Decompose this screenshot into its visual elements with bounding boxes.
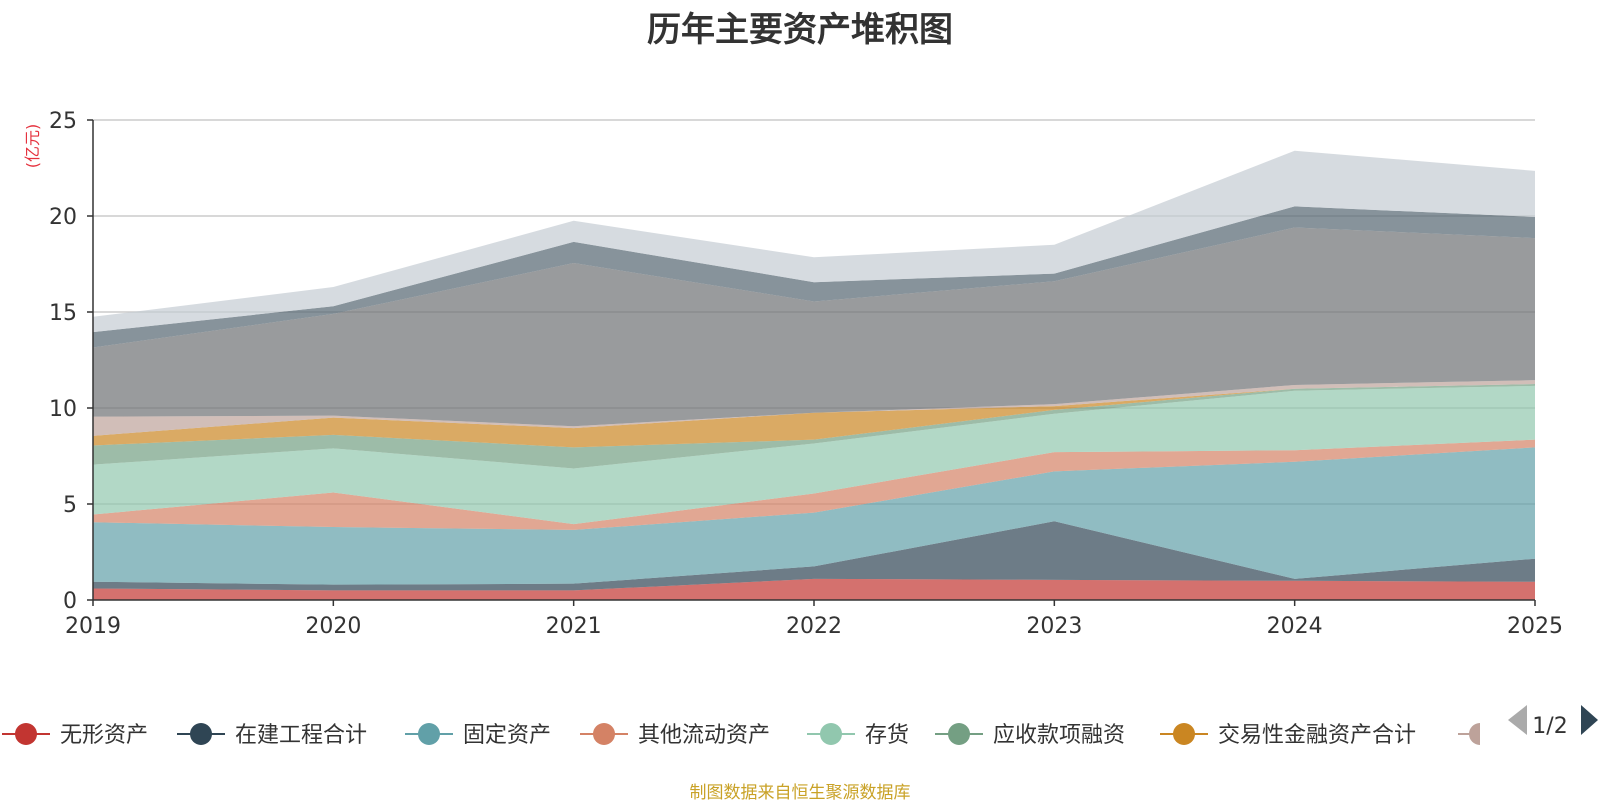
legend-label: 存货 (865, 723, 909, 748)
legend-label: 固定资产 (463, 723, 551, 748)
legend-item[interactable]: 其他流动资产 (580, 723, 770, 748)
area-series-5 (93, 385, 1535, 525)
area-series-3 (93, 447, 1535, 585)
legend-label: 应收款项融资 (993, 723, 1125, 748)
y-tick-label: 20 (49, 205, 77, 230)
stacked-areas (93, 150, 1535, 600)
legend-item[interactable]: 交易性金融资产合计 (1160, 723, 1416, 748)
y-tick-label: 5 (63, 493, 77, 518)
legend: 无形资产 在建工程合计 固定资产 其他流动资产 存货 应收款项融资 交易性金融资产合计 (2, 723, 1480, 748)
axes (87, 119, 1536, 606)
legend-circle-marker (1173, 723, 1195, 745)
area-series-10 (93, 206, 1535, 348)
legend-prev-page-icon[interactable] (1508, 705, 1527, 735)
x-tick-label: 2023 (1026, 614, 1082, 639)
legend-item-clipped[interactable] (1458, 723, 1480, 745)
x-tick-label: 2022 (786, 614, 842, 639)
legend-item[interactable]: 固定资产 (405, 723, 551, 748)
legend-page-indicator: 1/2 (1532, 714, 1567, 739)
legend-next-page-icon[interactable] (1581, 705, 1598, 735)
legend-circle-marker (820, 723, 842, 745)
legend-item[interactable]: 存货 (807, 723, 909, 748)
area-series-7 (93, 384, 1535, 448)
source-note: 制图数据来自恒生聚源数据库 (689, 783, 911, 803)
chart-title: 历年主要资产堆积图 (647, 10, 953, 50)
area-series-2 (93, 521, 1535, 591)
legend-circle-marker (15, 723, 37, 745)
legend-item[interactable]: 无形资产 (2, 723, 148, 748)
y-tick-label: 0 (63, 589, 77, 614)
area-series-9 (93, 227, 1535, 427)
area-series-11 (93, 150, 1535, 333)
legend-label: 在建工程合计 (235, 723, 367, 748)
area-series-4 (93, 439, 1535, 530)
legend-circle-marker (948, 723, 970, 745)
legend-item[interactable]: 在建工程合计 (177, 723, 367, 748)
legend-pager: 1/2 (1508, 705, 1598, 739)
y-tick-label: 25 (49, 109, 77, 134)
area-series-8 (93, 380, 1535, 436)
area-series-1 (93, 578, 1535, 600)
legend-item[interactable]: 应收款项融资 (935, 723, 1125, 748)
x-tick-label: 2021 (546, 614, 602, 639)
legend-label: 无形资产 (60, 723, 148, 748)
x-tick-label: 2019 (65, 614, 121, 639)
y-tick-labels: 0 5 10 15 20 25 (49, 109, 77, 614)
x-tick-label: 2020 (305, 614, 361, 639)
x-tick-label: 2024 (1267, 614, 1323, 639)
legend-circle-marker (593, 723, 615, 745)
y-axis-label: (亿元) (23, 124, 42, 169)
legend-circle-marker (1469, 723, 1480, 745)
legend-circle-marker (418, 723, 440, 745)
x-tick-label: 2025 (1507, 614, 1563, 639)
area-series-6 (93, 384, 1535, 469)
legend-label: 交易性金融资产合计 (1218, 723, 1416, 748)
x-tick-labels: 2019 2020 2021 2022 2023 2024 2025 (65, 614, 1563, 639)
legend-label: 其他流动资产 (638, 723, 770, 748)
legend-circle-marker (190, 723, 212, 745)
y-tick-label: 15 (49, 301, 77, 326)
y-tick-label: 10 (49, 397, 77, 422)
